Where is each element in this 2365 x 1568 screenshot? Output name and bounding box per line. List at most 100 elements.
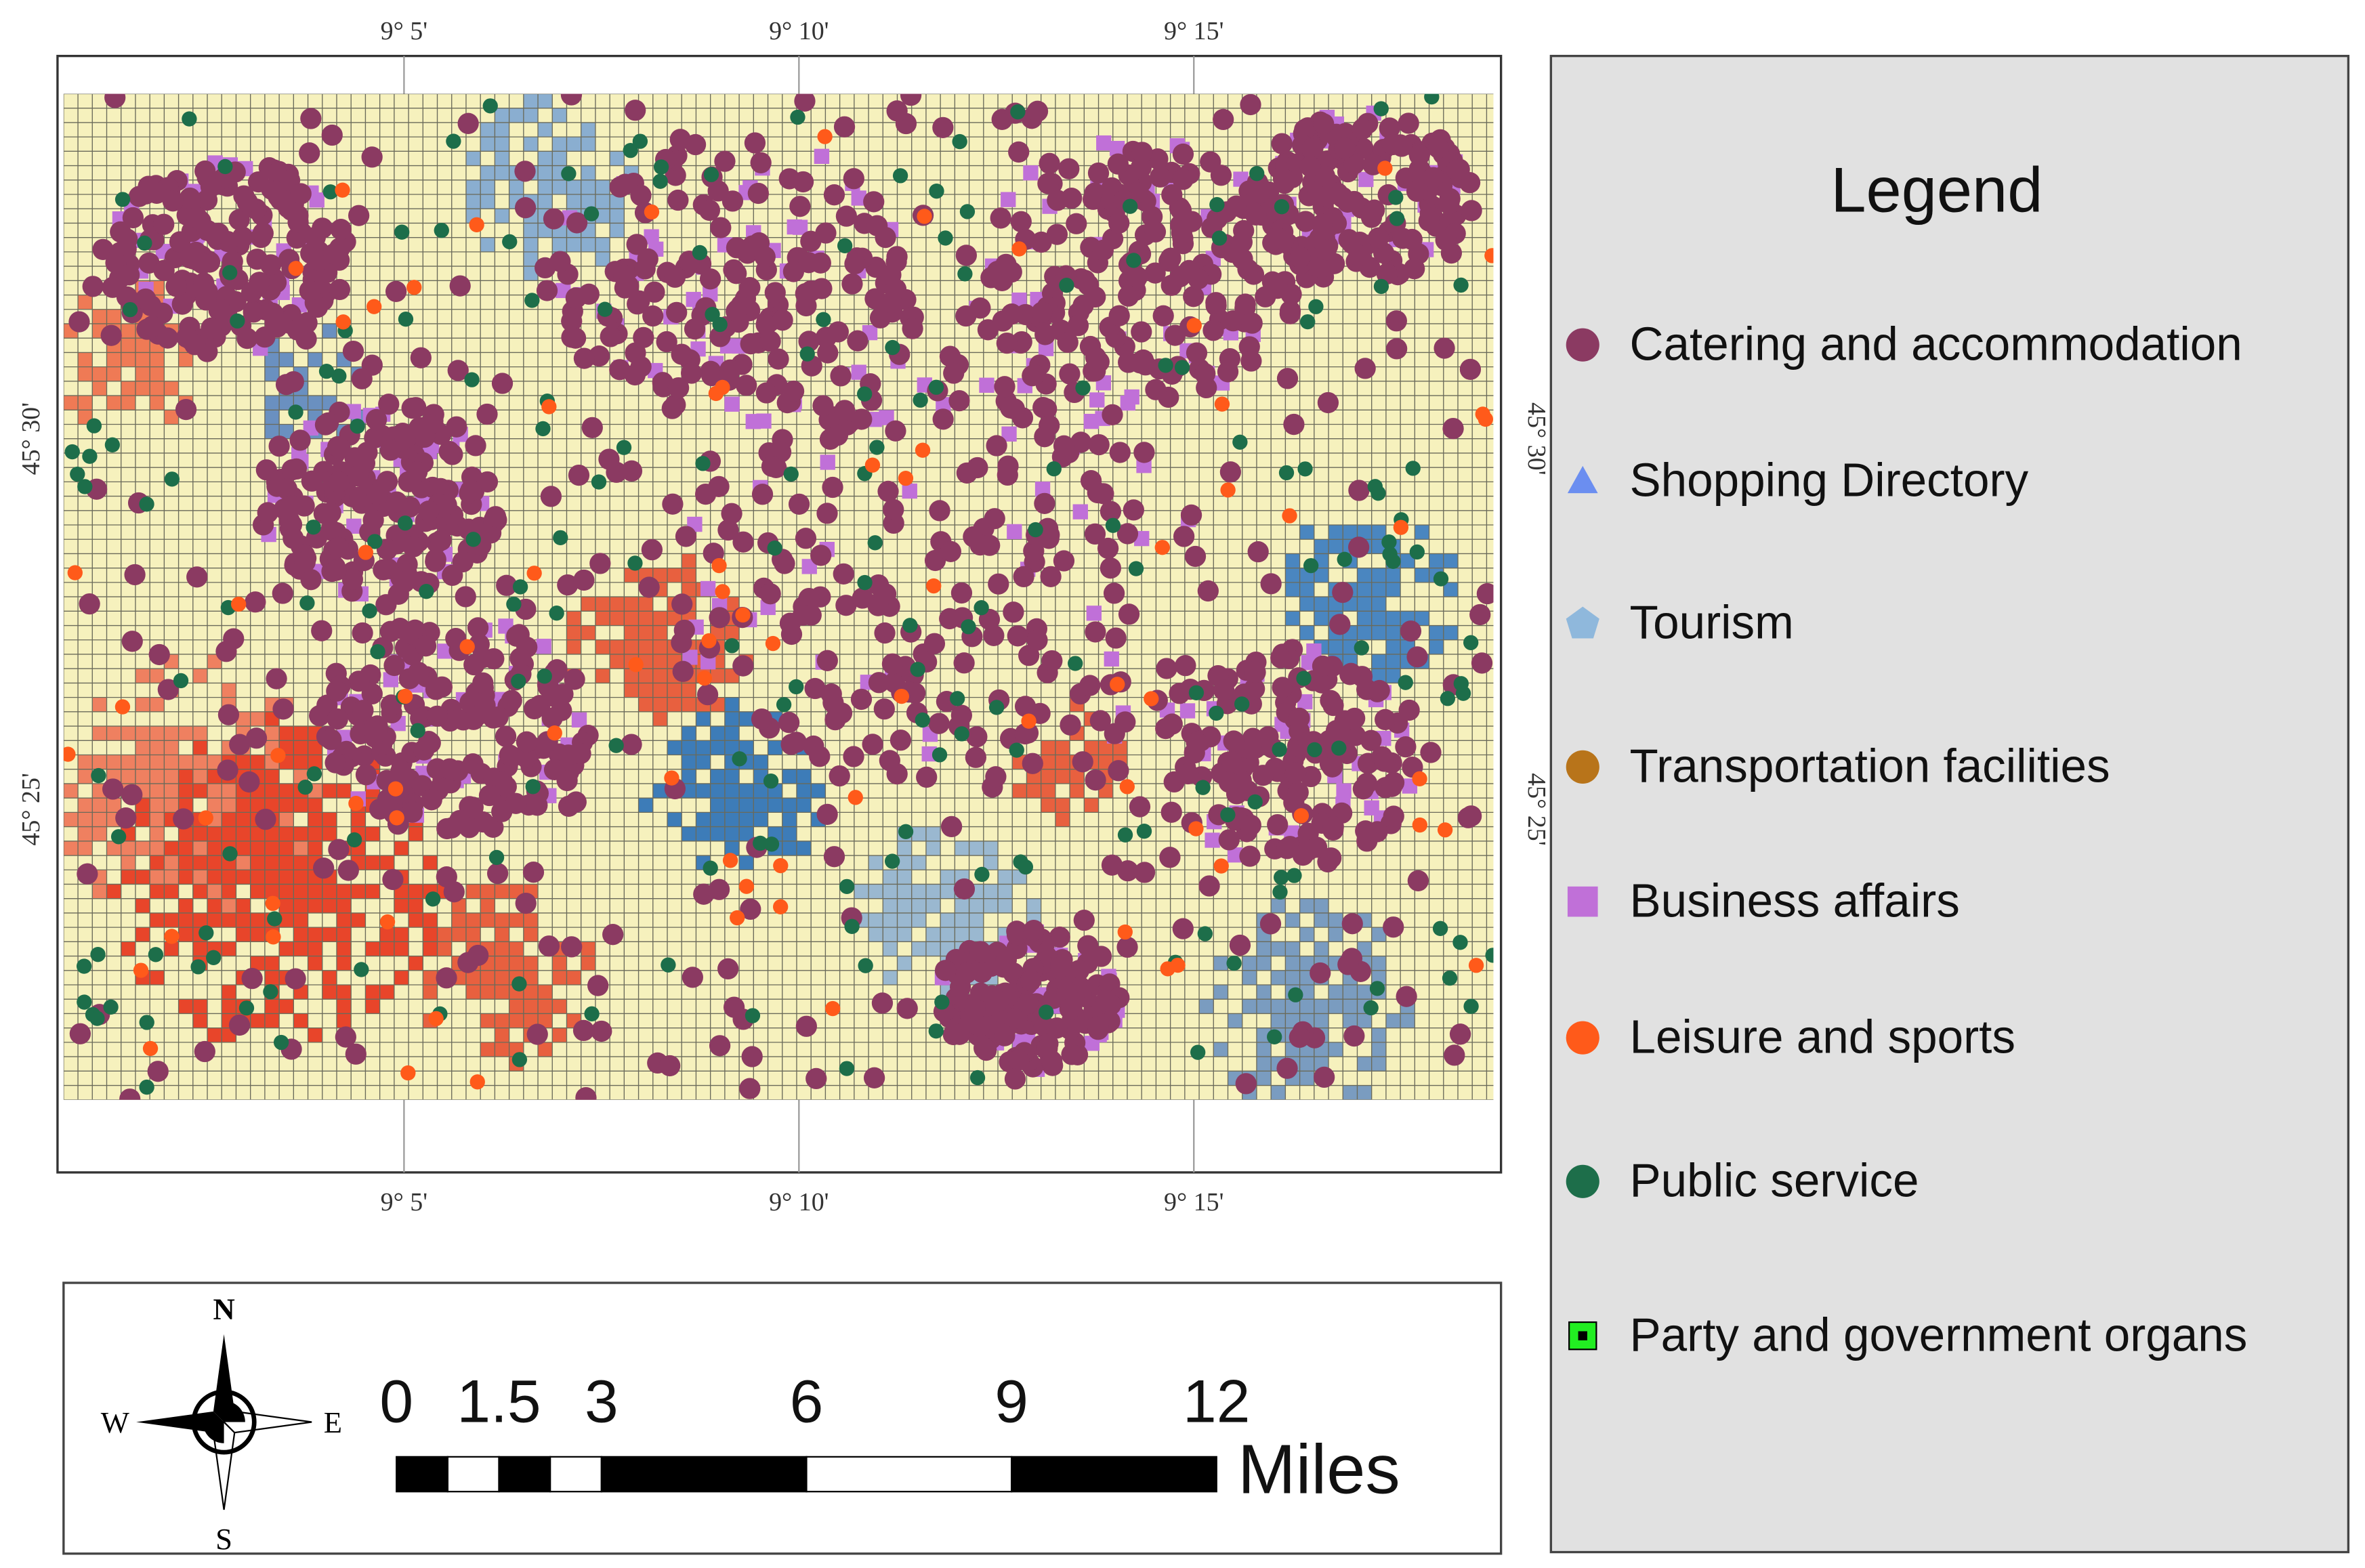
poi-leisure bbox=[469, 217, 484, 232]
land-cell bbox=[1371, 1042, 1386, 1057]
land-cell bbox=[293, 884, 308, 899]
land-cell bbox=[710, 769, 725, 784]
land-cell bbox=[121, 841, 135, 856]
poi-catering bbox=[1284, 762, 1307, 784]
land-cell bbox=[638, 625, 653, 640]
poi-catering bbox=[1317, 391, 1339, 414]
land-cell bbox=[308, 941, 322, 956]
land-cell bbox=[1256, 1057, 1272, 1072]
land-cell bbox=[1026, 783, 1041, 799]
poi-leisure bbox=[469, 1074, 485, 1090]
poi-catering bbox=[1297, 839, 1319, 861]
poi-catering bbox=[1037, 1038, 1058, 1059]
land-cell bbox=[92, 812, 107, 827]
land-cell bbox=[509, 1013, 524, 1028]
poi-public bbox=[1197, 926, 1213, 941]
poi-public bbox=[653, 159, 669, 175]
land-cell bbox=[322, 812, 337, 827]
poi-catering bbox=[948, 389, 970, 412]
land-cell bbox=[106, 309, 121, 324]
land-cell bbox=[667, 697, 682, 712]
legend-symbol bbox=[1566, 328, 1599, 362]
poi-catering bbox=[430, 530, 452, 551]
poi-catering bbox=[843, 168, 864, 190]
land-cell bbox=[739, 826, 754, 841]
poi-public bbox=[425, 891, 441, 907]
land-cell bbox=[682, 826, 696, 841]
land-cell bbox=[192, 855, 208, 870]
poi-catering bbox=[1239, 845, 1261, 867]
poi-leisure bbox=[898, 470, 914, 486]
poi-catering bbox=[1180, 504, 1202, 526]
poi-public bbox=[1220, 807, 1236, 823]
poi-catering bbox=[1317, 851, 1339, 873]
land-cell bbox=[552, 237, 567, 252]
land-cell bbox=[480, 237, 495, 252]
poi-catering bbox=[717, 519, 739, 541]
land-cell bbox=[423, 855, 438, 870]
poi-catering bbox=[1133, 862, 1156, 883]
land-cell bbox=[150, 841, 165, 856]
land-cell bbox=[1385, 625, 1401, 640]
poi-leisure bbox=[817, 129, 833, 144]
land-cell bbox=[610, 611, 625, 626]
poi-catering bbox=[1461, 200, 1482, 221]
poi-public bbox=[549, 606, 564, 621]
land-cell bbox=[624, 611, 639, 626]
poi-catering bbox=[1108, 760, 1129, 782]
poi-catering bbox=[886, 246, 908, 268]
land-cell bbox=[1299, 956, 1314, 971]
land-cell bbox=[135, 870, 150, 885]
land-cell bbox=[1357, 611, 1372, 626]
land-cell bbox=[1371, 582, 1386, 597]
land-cell bbox=[207, 884, 222, 899]
poi-catering bbox=[834, 400, 856, 421]
poi-catering bbox=[672, 660, 694, 682]
poi-public bbox=[511, 976, 527, 992]
poi-catering bbox=[868, 574, 890, 596]
poi-catering bbox=[1205, 292, 1227, 314]
poi-catering bbox=[1103, 582, 1125, 604]
land-cell bbox=[595, 179, 610, 195]
poi-business bbox=[814, 148, 830, 164]
poi-catering bbox=[1435, 229, 1457, 251]
poi-catering bbox=[472, 672, 494, 694]
land-cell bbox=[293, 855, 308, 870]
land-cell bbox=[279, 999, 294, 1014]
poi-public bbox=[974, 600, 989, 616]
land-cell bbox=[696, 826, 711, 841]
poi-catering bbox=[1001, 261, 1022, 283]
land-cell bbox=[1343, 1013, 1358, 1028]
poi-catering bbox=[402, 536, 424, 557]
poi-leisure bbox=[541, 399, 557, 415]
land-cell bbox=[710, 798, 725, 813]
land-cell bbox=[207, 826, 222, 841]
poi-public bbox=[346, 832, 362, 848]
land-cell bbox=[63, 812, 79, 827]
poi-public bbox=[1300, 314, 1316, 330]
land-cell bbox=[135, 338, 150, 353]
poi-public bbox=[857, 574, 873, 591]
land-cell bbox=[336, 1013, 352, 1028]
poi-catering bbox=[549, 251, 571, 272]
poi-public bbox=[1405, 461, 1421, 476]
land-cell bbox=[538, 151, 553, 166]
land-cell bbox=[164, 855, 179, 870]
scale-segment bbox=[805, 1456, 1013, 1493]
poi-catering bbox=[714, 150, 736, 172]
poi-catering bbox=[1079, 675, 1101, 696]
poi-catering bbox=[272, 698, 294, 720]
poi-catering bbox=[1276, 368, 1299, 389]
land-cell bbox=[925, 841, 941, 856]
poi-catering bbox=[1090, 946, 1112, 967]
land-cell bbox=[207, 855, 222, 870]
land-cell bbox=[322, 984, 337, 1000]
land-cell bbox=[423, 984, 438, 1000]
land-cell bbox=[192, 870, 208, 885]
poi-public bbox=[190, 959, 206, 975]
poi-catering bbox=[1259, 913, 1282, 935]
land-cell bbox=[150, 798, 165, 813]
poi-catering bbox=[236, 191, 258, 213]
land-cell bbox=[250, 841, 265, 856]
poi-public bbox=[954, 726, 969, 742]
